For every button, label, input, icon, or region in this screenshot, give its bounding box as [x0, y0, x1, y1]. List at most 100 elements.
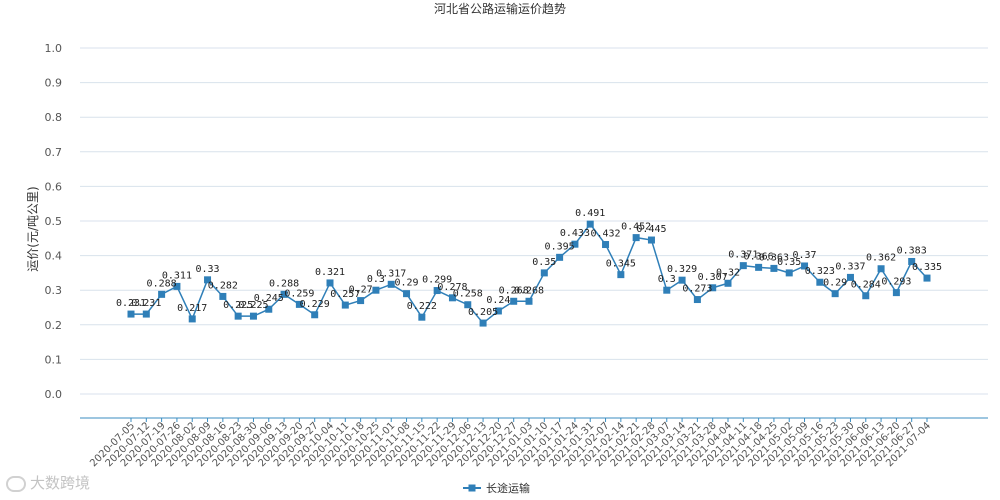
data-label: 0.452	[621, 222, 651, 233]
data-label: 0.307	[698, 272, 728, 283]
data-point	[295, 300, 303, 308]
data-label: 0.366	[744, 251, 774, 262]
data-point	[387, 280, 395, 288]
data-label: 0.445	[636, 224, 666, 235]
y-axis-label: 运价(元/吨公里)	[26, 186, 40, 271]
data-point	[831, 290, 839, 298]
data-label: 0.257	[330, 289, 360, 300]
data-point	[357, 297, 365, 305]
y-tick-label: 1.0	[45, 42, 63, 55]
data-point	[632, 234, 640, 242]
data-point	[709, 284, 717, 292]
chart-title: 河北省公路运输运价趋势	[434, 1, 566, 16]
data-point	[234, 312, 242, 320]
data-label: 0.278	[437, 282, 467, 293]
data-label: 0.273	[682, 284, 712, 295]
y-tick-label: 0.6	[45, 180, 63, 193]
data-label: 0.491	[575, 208, 605, 219]
data-label: 0.284	[851, 280, 881, 291]
data-point	[341, 301, 349, 309]
data-label: 0.432	[590, 229, 620, 240]
data-label: 0.35	[532, 257, 556, 268]
data-label: 0.225	[223, 300, 253, 311]
data-point	[448, 294, 456, 302]
data-label: 0.259	[284, 288, 314, 299]
data-label: 0.29	[823, 278, 847, 289]
data-label: 0.363	[759, 252, 789, 263]
data-point	[801, 262, 809, 270]
y-tick-label: 0.8	[45, 111, 63, 124]
data-label: 0.258	[453, 289, 483, 300]
legend-label: 长途运输	[486, 481, 530, 495]
data-label: 0.205	[468, 307, 498, 318]
data-label: 0.311	[162, 270, 192, 281]
data-label: 0.37	[792, 250, 816, 261]
data-point	[372, 286, 380, 294]
y-tick-label: 0.7	[45, 146, 63, 159]
legend-marker-icon	[468, 484, 476, 492]
y-tick-label: 0.3	[45, 284, 63, 297]
data-label: 0.27	[349, 285, 373, 296]
legend[interactable]: 长途运输	[463, 481, 530, 495]
data-label: 0.231	[131, 298, 161, 309]
data-point	[188, 315, 196, 323]
data-label: 0.323	[805, 266, 835, 277]
data-point	[647, 236, 655, 244]
data-label: 0.362	[866, 253, 896, 264]
data-point	[739, 262, 747, 270]
data-label: 0.268	[499, 285, 529, 296]
data-point	[433, 287, 441, 295]
data-label: 0.35	[777, 257, 801, 268]
data-label: 0.317	[376, 268, 406, 279]
data-point	[770, 264, 778, 272]
data-label: 0.345	[606, 259, 636, 270]
data-point	[265, 305, 273, 313]
data-label: 0.288	[269, 278, 299, 289]
y-tick-label: 0.4	[45, 250, 63, 263]
data-point	[892, 289, 900, 297]
data-point	[816, 278, 824, 286]
data-point	[280, 290, 288, 298]
data-point	[204, 276, 212, 284]
x-ticks: 2020-07-052020-07-122020-07-192020-07-26…	[88, 418, 933, 469]
data-point	[464, 301, 472, 309]
data-labels: 0.2310.2310.2880.3110.2170.330.2820.2250…	[116, 208, 942, 318]
data-label: 0.337	[835, 261, 865, 272]
data-label: 0.3	[658, 274, 676, 285]
series-line-layer	[127, 220, 931, 327]
data-label: 0.335	[912, 262, 942, 273]
data-point	[525, 297, 533, 305]
y-tick-label: 0.2	[45, 319, 63, 332]
data-point	[755, 263, 763, 271]
data-label: 0.299	[422, 275, 452, 286]
grid	[80, 47, 988, 395]
y-ticks: 0.0 0.1 0.2 0.3 0.4 0.5 0.6 0.7 0.8 0.9 1.0	[45, 42, 63, 401]
data-label: 0.231	[116, 298, 146, 309]
data-label: 0.32	[716, 267, 740, 278]
data-label: 0.383	[897, 245, 927, 256]
data-point	[173, 282, 181, 290]
data-point	[724, 279, 732, 287]
data-label: 0.268	[514, 285, 544, 296]
data-label: 0.329	[667, 264, 697, 275]
data-point	[479, 319, 487, 327]
data-label: 0.222	[407, 301, 437, 312]
data-label: 0.229	[300, 299, 330, 310]
data-point	[678, 276, 686, 284]
y-tick-label: 0.0	[45, 388, 63, 401]
data-point	[693, 296, 701, 304]
y-tick-label: 0.1	[45, 353, 63, 366]
y-tick-label: 0.5	[45, 215, 63, 228]
y-tick-label: 0.9	[45, 77, 63, 90]
data-point	[540, 269, 548, 277]
data-point	[418, 313, 426, 321]
data-label: 0.29	[394, 278, 418, 289]
data-label: 0.245	[254, 293, 284, 304]
watermark-icon	[6, 475, 26, 492]
watermark-logo: 大数跨境	[6, 472, 90, 493]
data-label: 0.371	[728, 250, 758, 261]
data-label: 0.33	[195, 264, 219, 275]
data-point	[556, 253, 564, 261]
